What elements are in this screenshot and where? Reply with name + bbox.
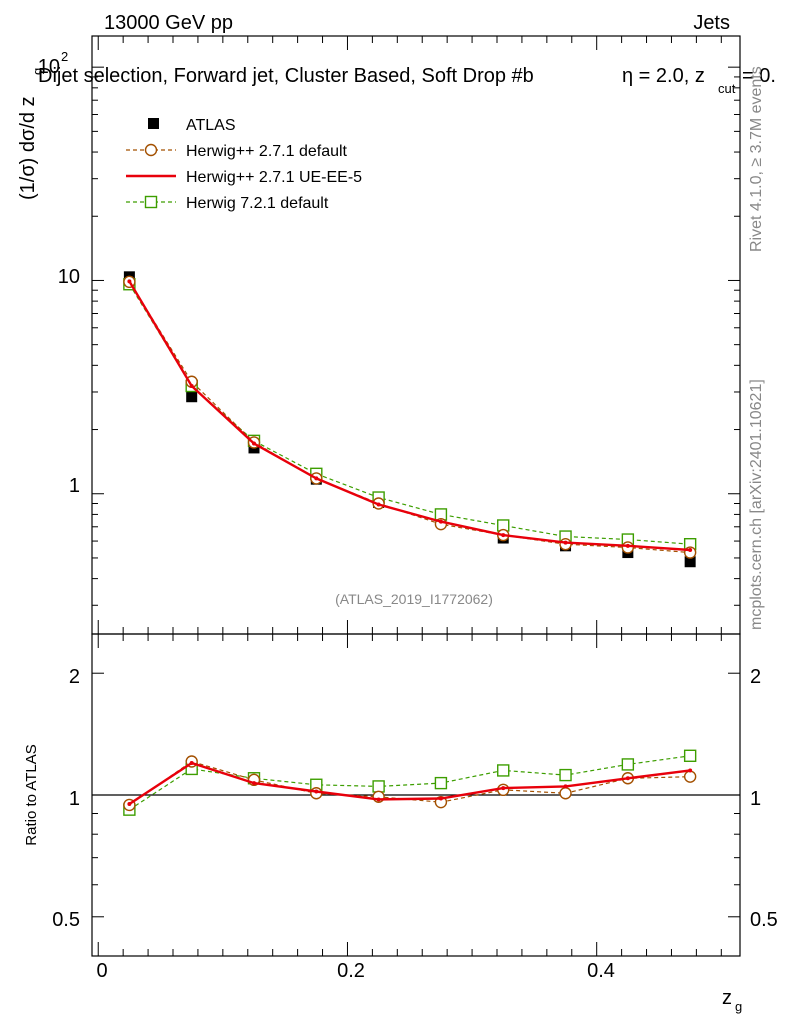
ratio-point-herwig-2-7-1-ue-ee-5-8	[625, 776, 630, 781]
main-point-herwig-2-7-1-ue-ee-5-3	[314, 476, 319, 481]
legend-label-herwigpp-default: Herwig++ 2.7.1 default	[186, 143, 348, 160]
ratio-ytick-label-2-right: 2	[750, 666, 761, 688]
axis-ticks	[92, 36, 740, 957]
ratio-point-herwig-2-7-1-ue-ee-5-1	[189, 760, 194, 765]
main-ytick-label-10: 10	[58, 266, 80, 288]
main-line-herwig-2-7-1-default	[128, 281, 691, 554]
legend-label-atlas: ATLAS	[186, 117, 236, 134]
ratio-point-herwig-7-2-1-default-4	[372, 780, 385, 793]
main-point-herwig-2-7-1-ue-ee-5-9	[688, 547, 693, 552]
main-point-herwig-2-7-1-ue-ee-5-6	[501, 533, 506, 538]
mcplots-label: mcplots.cern.ch [arXiv:2401.10621]	[748, 379, 765, 630]
ratio-y-axis-label: Ratio to ATLAS	[23, 744, 40, 845]
xtick-label-0: 0	[96, 960, 107, 982]
legend-label-herwig7-default: Herwig 7.2.1 default	[186, 195, 329, 212]
ratio-ytick-label-1: 1	[69, 788, 80, 810]
main-ytick-label-1: 1	[69, 475, 80, 497]
ratio-plot	[92, 749, 740, 816]
legend-label-herwigpp-ueee5: Herwig++ 2.7.1 UE-EE-5	[186, 169, 362, 186]
main-y-axis-label-subscript: g	[30, 68, 45, 75]
ratio-line-herwig-2-7-1-ue-ee-5	[128, 761, 691, 806]
legend-marker-herwigpp-default	[144, 143, 158, 157]
xtick-label-0.4: 0.4	[587, 960, 615, 982]
ratio-ytick-label-0.5: 0.5	[52, 909, 80, 931]
ratio-ytick-label-0.5-right: 0.5	[750, 909, 778, 931]
xtick-label-0.2: 0.2	[337, 960, 365, 982]
ratio-point-herwig-2-7-1-ue-ee-5-5	[438, 796, 443, 801]
ratio-line-herwig-2-7-1-default	[129, 760, 691, 806]
ratio-point-herwig-7-2-1-default-6	[497, 764, 510, 777]
main-point-herwig-2-7-1-ue-ee-5-7	[563, 540, 568, 545]
ratio-point-herwig-7-2-1-default-9	[683, 749, 697, 762]
rivet-version-label: Rivet 4.1.0, ≥ 3.7M events	[748, 66, 765, 252]
category-label: Jets	[693, 12, 730, 34]
ratio-point-herwig-2-7-1-ue-ee-5-9	[688, 768, 693, 773]
ratio-point-herwig-2-7-1-default-7	[559, 787, 572, 800]
plot-title-tail: = 0.	[742, 65, 776, 87]
ratio-point-herwig-7-2-1-default-7	[559, 768, 572, 782]
plot-title-cut-subscript: cut	[718, 81, 736, 96]
main-point-herwig-2-7-1-ue-ee-5-2	[252, 441, 256, 446]
ratio-point-herwig-2-7-1-ue-ee-5-2	[252, 781, 256, 786]
main-point-herwig-2-7-1-ue-ee-5-1	[189, 384, 194, 389]
ratio-ytick-label-1-right: 1	[750, 788, 761, 810]
plot-title: Dijet selection, Forward jet, Cluster Ba…	[38, 65, 534, 87]
main-ytick-label-100-base: 10	[38, 56, 60, 78]
x-axis-label-subscript: g	[735, 999, 742, 1014]
ratio-point-herwig-2-7-1-ue-ee-5-6	[501, 786, 506, 791]
legend: ATLAS Herwig++ 2.7.1 default Herwig++ 2.…	[126, 117, 362, 212]
main-point-herwig-2-7-1-ue-ee-5-0	[127, 279, 132, 284]
main-point-herwig-2-7-1-ue-ee-5-4	[376, 502, 381, 507]
ratio-ytick-label-2: 2	[69, 666, 80, 688]
ratio-line-herwig-7-2-1-default	[129, 755, 691, 811]
main-plot	[123, 271, 697, 568]
ratio-point-herwig-7-2-1-default-5	[434, 776, 448, 790]
legend-marker-herwig7-default	[144, 195, 158, 209]
legend-marker-atlas	[148, 118, 159, 129]
main-point-atlas-9	[684, 556, 696, 568]
main-line-herwig-7-2-1-default	[128, 283, 691, 545]
main-y-axis-label: (1/σ) dσ/d z g	[17, 68, 45, 200]
plot-title-overlap: η = 2.0, z	[622, 65, 705, 87]
main-line-herwig-2-7-1-ue-ee-5	[128, 280, 691, 552]
ratio-point-herwig-2-7-1-default-9	[683, 770, 697, 783]
main-point-herwig-2-7-1-ue-ee-5-5	[438, 519, 443, 524]
ratio-point-herwig-2-7-1-ue-ee-5-4	[376, 797, 381, 802]
ratio-point-herwig-7-2-1-default-8	[621, 758, 635, 771]
main-point-atlas-1	[186, 391, 198, 403]
main-ytick-label-100-exp: 2	[61, 49, 68, 64]
x-axis-label: z	[722, 987, 732, 1009]
ratio-point-herwig-2-7-1-ue-ee-5-7	[563, 784, 568, 789]
energy-label: 13000 GeV pp	[104, 12, 233, 34]
ratio-point-herwig-2-7-1-ue-ee-5-3	[314, 789, 319, 794]
main-y-axis-label-text: (1/σ) dσ/d z	[17, 96, 39, 200]
analysis-id: (ATLAS_2019_I1772062)	[335, 591, 493, 607]
ratio-point-herwig-2-7-1-ue-ee-5-0	[127, 802, 132, 807]
main-point-herwig-2-7-1-ue-ee-5-8	[625, 543, 630, 548]
